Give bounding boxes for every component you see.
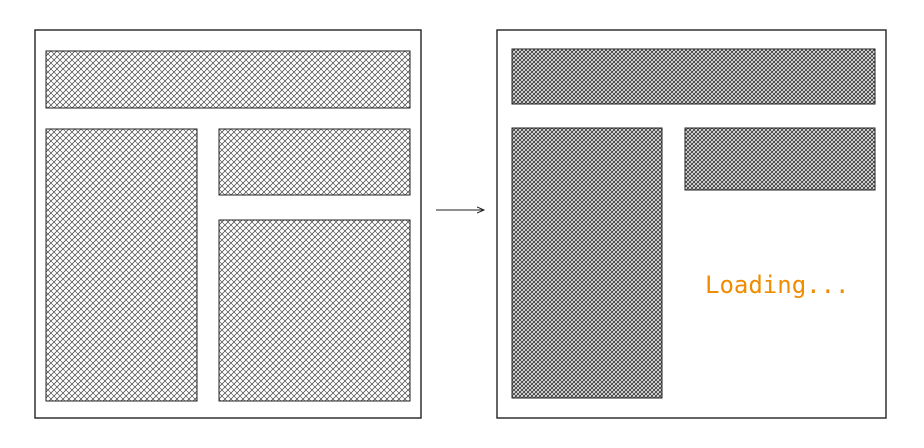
main-content-panel-before [218, 219, 411, 402]
layout-before [34, 29, 422, 419]
sidebar-panel-after [511, 127, 663, 399]
top-card-panel-after [684, 127, 876, 191]
layout-after: Loading... [496, 29, 887, 419]
header-panel-after [511, 48, 876, 105]
loading-text: Loading... [705, 271, 850, 299]
sidebar-panel-before [45, 128, 198, 402]
top-card-panel-before [218, 128, 411, 196]
header-panel-before [45, 50, 411, 109]
